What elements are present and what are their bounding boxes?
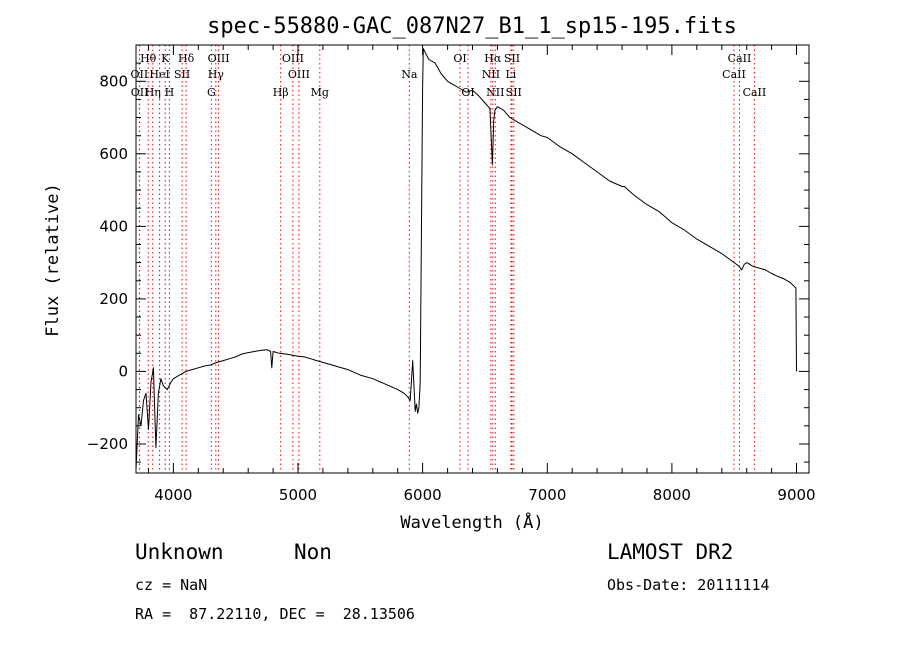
line-label-4: OIII [282, 52, 304, 65]
y-tick-label-1: 0 [118, 362, 128, 380]
line-label-12: Hγ [208, 68, 225, 81]
line-label-26: SII [506, 86, 522, 99]
x-tick-label-2: 6000 [404, 486, 442, 504]
line-label-18: OII [131, 86, 149, 99]
line-label-21: G [207, 86, 216, 99]
line-label-27: CaII [743, 86, 767, 99]
line-label-19: Hη [145, 86, 161, 99]
line-label-5: OI [453, 52, 466, 65]
line-label-16: Li [505, 68, 516, 81]
line-label-24: OI [461, 86, 474, 99]
line-label-10: HeI [149, 68, 169, 81]
x-tick-label-4: 8000 [653, 486, 691, 504]
spectral-class: Unknown [135, 540, 224, 564]
chart-title: spec-55880-GAC_087N27_B1_1_sp15-195.fits [207, 14, 737, 39]
observation-date: Obs-Date: 20111114 [607, 576, 770, 594]
line-label-1: K [161, 52, 170, 65]
line-label-7: SII [504, 52, 520, 65]
spectrum-line-0 [135, 48, 797, 470]
redshift-cz: cz = NaN [135, 576, 208, 594]
plot-frame [135, 44, 810, 474]
x-tick-label-5: 9000 [777, 486, 815, 504]
y-axis: −200 0 200 400 600 800 [87, 62, 809, 463]
x-axis: 4000 5000 6000 7000 8000 9000 [148, 45, 816, 504]
line-label-0: Hθ [140, 52, 157, 65]
y-tick-label-3: 400 [99, 217, 128, 235]
spectrum-series [135, 48, 797, 470]
line-label-6: Hα [484, 52, 502, 65]
line-label-13: OIII [288, 68, 310, 81]
line-label-17: CaII [722, 68, 746, 81]
line-label-9: OII [131, 68, 149, 81]
survey-name: LAMOST DR2 [607, 540, 734, 564]
emission-line-markers [138, 45, 755, 473]
y-axis-label: Flux (relative) [43, 183, 63, 337]
y-tick-label-2: 200 [99, 290, 128, 308]
x-tick-label-3: 7000 [528, 486, 566, 504]
line-label-8: CaII [728, 52, 752, 65]
coordinates: RA = 87.22110, DEC = 28.13506 [135, 605, 415, 623]
line-label-3: OIII [208, 52, 230, 65]
line-label-20: H [165, 86, 175, 99]
line-label-11: SII [174, 68, 190, 81]
line-label-22: Hβ [273, 86, 289, 99]
line-label-15: NII [482, 68, 500, 81]
y-tick-label-0: −200 [87, 435, 128, 453]
line-label-25: NII [486, 86, 504, 99]
line-label-23: Mg [311, 86, 329, 99]
y-tick-label-5: 800 [99, 72, 128, 90]
line-label-14: Na [401, 68, 418, 81]
spectral-subclass: Non [294, 540, 332, 564]
x-tick-label-1: 5000 [279, 486, 317, 504]
x-axis-label: Wavelength (Å) [400, 511, 543, 533]
y-tick-label-4: 600 [99, 145, 128, 163]
x-tick-label-0: 4000 [154, 486, 192, 504]
line-label-2: Hδ [178, 52, 195, 65]
